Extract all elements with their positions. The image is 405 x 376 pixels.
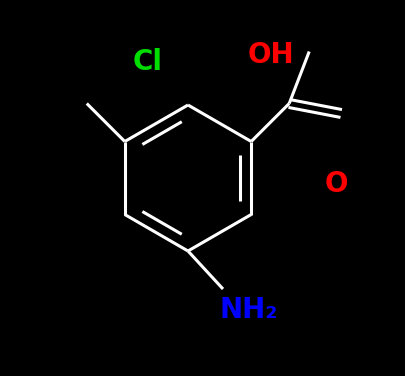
Text: Cl: Cl [133,48,162,76]
Text: OH: OH [247,41,294,69]
Text: NH₂: NH₂ [219,296,277,324]
Text: O: O [324,170,347,198]
